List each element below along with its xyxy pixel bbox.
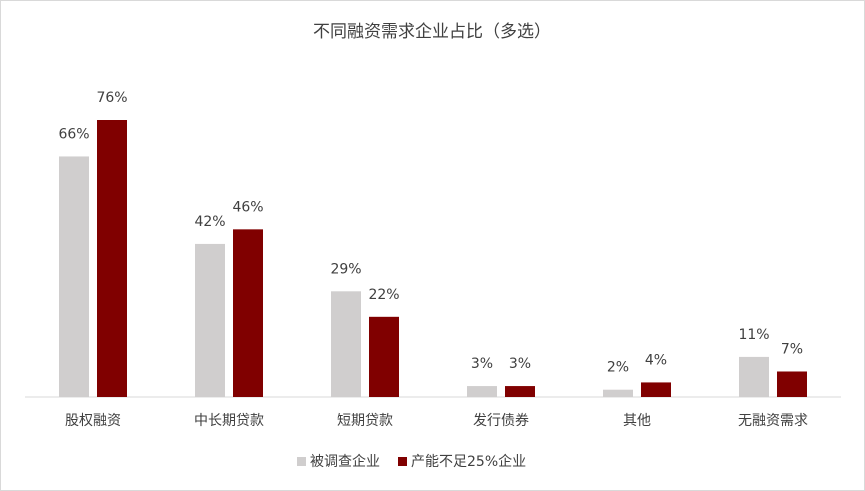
- bar: [505, 386, 535, 397]
- legend-label: 被调查企业: [310, 453, 380, 470]
- bar: [331, 291, 361, 397]
- value-label: 66%: [58, 126, 89, 142]
- x-tick-label: 无融资需求: [738, 413, 808, 429]
- chart-title: 不同融资需求企业占比（多选）: [313, 22, 551, 42]
- value-label: 29%: [330, 261, 361, 277]
- bar: [233, 229, 263, 397]
- x-tick-label: 中长期贷款: [194, 413, 264, 429]
- bar: [97, 120, 127, 397]
- value-label: 4%: [645, 352, 667, 368]
- value-label: 22%: [368, 287, 399, 303]
- bar: [59, 156, 89, 397]
- bar: [777, 371, 807, 397]
- legend-swatch: [398, 457, 407, 466]
- value-label: 7%: [781, 341, 803, 357]
- bar: [195, 243, 225, 397]
- bar: [369, 316, 399, 397]
- value-label: 46%: [232, 199, 263, 215]
- x-tick-label: 短期贷款: [337, 413, 393, 429]
- value-label: 3%: [471, 356, 493, 372]
- bar: [603, 389, 633, 397]
- x-tick-label: 发行债券: [473, 413, 529, 429]
- x-tick-label: 股权融资: [65, 413, 121, 429]
- legend-swatch: [297, 457, 306, 466]
- bar: [467, 386, 497, 397]
- value-label: 11%: [738, 327, 769, 343]
- value-label: 42%: [194, 214, 225, 230]
- legend-label: 产能不足25%企业: [411, 453, 526, 470]
- bar: [739, 356, 769, 397]
- x-tick-label: 其他: [623, 413, 651, 429]
- value-label: 76%: [96, 90, 127, 106]
- value-label: 2%: [607, 360, 629, 376]
- value-label: 3%: [509, 356, 531, 372]
- bar: [641, 382, 671, 397]
